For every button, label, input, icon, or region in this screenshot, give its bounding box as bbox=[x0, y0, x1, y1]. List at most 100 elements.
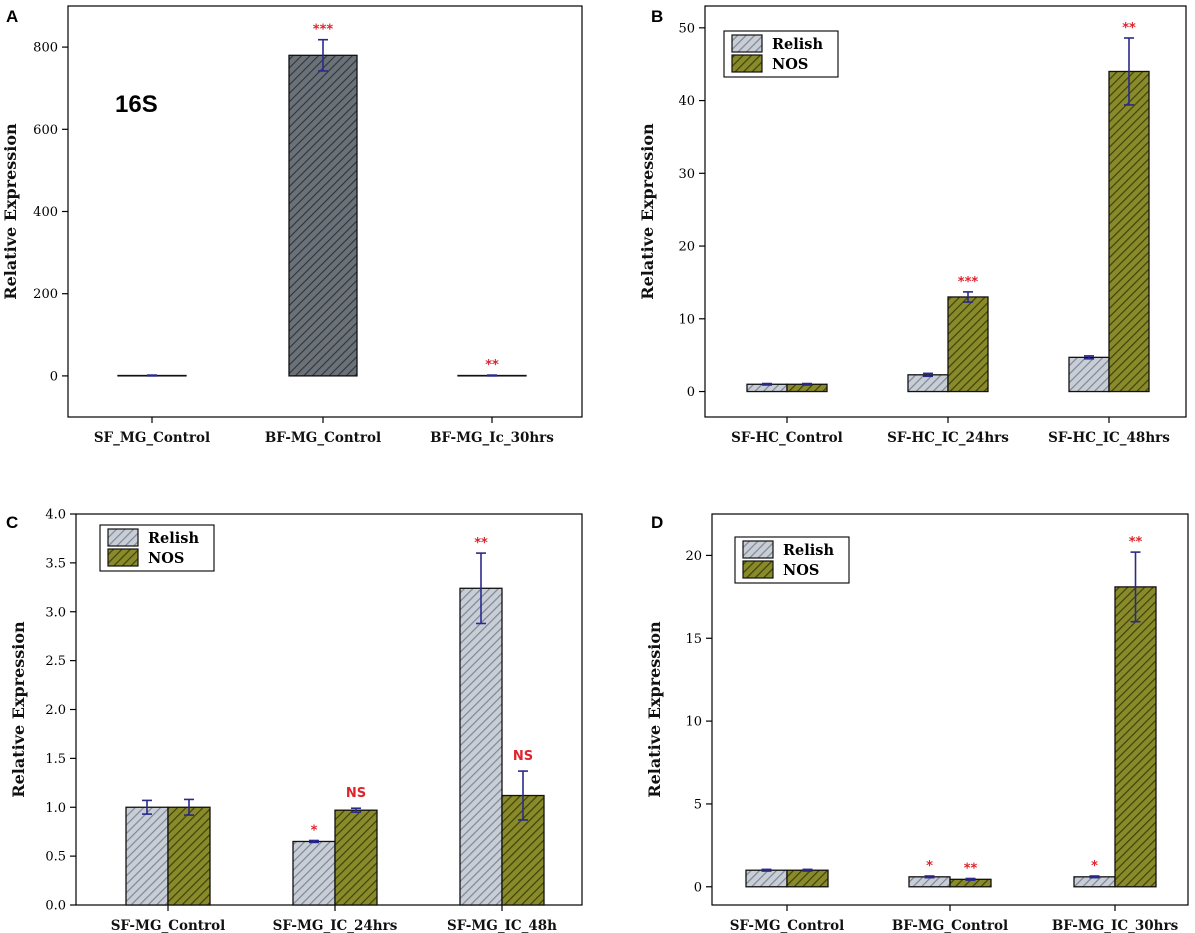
legend-label: NOS bbox=[148, 550, 184, 567]
legend-swatch-relish bbox=[731, 34, 763, 53]
y-tick-label: 5 bbox=[694, 797, 702, 812]
error-bar bbox=[518, 770, 528, 821]
significance-label: *** bbox=[958, 275, 979, 290]
error-bar bbox=[762, 382, 772, 386]
error-bar bbox=[351, 807, 361, 813]
x-tick-label: BF-MG_Control bbox=[265, 430, 381, 446]
panel-label: A bbox=[6, 7, 18, 26]
error-bar bbox=[318, 38, 328, 72]
y-axis-label: Relative Expression bbox=[1, 123, 20, 300]
y-tick-label: 400 bbox=[33, 205, 58, 220]
legend-label: NOS bbox=[772, 56, 808, 73]
panel-c: C 0.0 0.5 1.0 1.5 2.0 2.5 3.0 3.5 4.0 Relative Exp… bbox=[6, 508, 583, 933]
significance-label: ** bbox=[474, 536, 488, 551]
y-axis-label: Relative Expression bbox=[645, 621, 664, 798]
legend-label: Relish bbox=[783, 542, 834, 559]
x-tick-label: BF-MG_Control bbox=[892, 918, 1008, 933]
x-tick-label: SF-MG_Control bbox=[730, 918, 845, 933]
legend-swatch-relish bbox=[107, 528, 139, 547]
error-bar bbox=[142, 799, 152, 815]
error-bar bbox=[963, 291, 973, 303]
legend-label: Relish bbox=[772, 36, 823, 53]
x-tick-label: SF-MG_IC_48h bbox=[447, 918, 557, 933]
y-tick-label: 0 bbox=[50, 369, 58, 384]
bar-relish bbox=[292, 840, 336, 906]
significance-label: NS bbox=[346, 786, 366, 801]
bar-relish bbox=[125, 806, 169, 906]
significance-label: ** bbox=[964, 861, 978, 876]
legend-swatch-relish bbox=[742, 540, 774, 559]
significance-label: ** bbox=[1122, 21, 1136, 36]
significance-label: * bbox=[311, 823, 318, 838]
error-bar bbox=[761, 868, 772, 872]
y-tick-label: 0.5 bbox=[45, 850, 66, 865]
bar-relish bbox=[1068, 356, 1110, 393]
bar-nos bbox=[786, 869, 829, 888]
panel-a: A 0 200 400 600 800 Relative Expression SF_MG_C… bbox=[1, 5, 583, 446]
y-tick-label: 50 bbox=[678, 21, 695, 36]
bar-relish bbox=[745, 869, 788, 888]
bar-nos bbox=[947, 296, 989, 393]
plot-frame bbox=[704, 5, 1187, 418]
y-tick-label: 40 bbox=[678, 94, 695, 109]
legend-label: Relish bbox=[148, 530, 199, 547]
x-tick-label: SF-HC_IC_24hrs bbox=[887, 430, 1009, 446]
bar-nos bbox=[167, 806, 211, 906]
gene-annotation: 16S bbox=[115, 91, 158, 118]
x-tick-label: BF-MG_IC_30hrs bbox=[1052, 918, 1179, 933]
y-tick-label: 1.0 bbox=[45, 801, 66, 816]
significance-label: NS bbox=[513, 749, 533, 764]
error-bar bbox=[924, 875, 935, 879]
error-bar bbox=[965, 877, 976, 881]
y-tick-label: 20 bbox=[685, 549, 702, 564]
error-bar bbox=[923, 372, 933, 378]
y-tick-label: 2.5 bbox=[45, 654, 66, 669]
bar-relish bbox=[459, 587, 503, 906]
significance-label: * bbox=[1091, 859, 1098, 874]
x-tick-label: SF-HC_Control bbox=[731, 430, 843, 446]
panel-b: B 0 10 20 30 40 50 Relative Expression SF-HC_Con… bbox=[638, 5, 1187, 446]
y-tick-label: 0 bbox=[687, 385, 695, 400]
legend-swatch-nos bbox=[107, 548, 139, 567]
legend-label: NOS bbox=[783, 562, 819, 579]
error-bar bbox=[1089, 875, 1100, 879]
y-tick-label: 15 bbox=[685, 632, 702, 647]
error-bar bbox=[802, 868, 813, 872]
y-tick-label: 800 bbox=[33, 41, 58, 56]
y-tick-label: 4.0 bbox=[45, 508, 66, 523]
panel-label: D bbox=[651, 513, 663, 532]
error-bar bbox=[184, 798, 194, 816]
error-bar bbox=[802, 382, 812, 386]
bar-relish bbox=[907, 374, 949, 393]
error-bar bbox=[309, 839, 319, 844]
error-bar bbox=[1130, 551, 1141, 623]
y-tick-label: 1.5 bbox=[45, 752, 66, 767]
error-bar bbox=[1124, 37, 1134, 106]
y-tick-label: 20 bbox=[678, 240, 695, 255]
significance-label: ** bbox=[485, 358, 499, 373]
error-bar bbox=[1084, 355, 1094, 360]
bar-nos bbox=[1114, 586, 1157, 888]
significance-label: ** bbox=[1129, 535, 1143, 550]
y-tick-label: 10 bbox=[678, 312, 695, 327]
bar-nos bbox=[1108, 70, 1150, 393]
x-tick-label: BF-MG_Ic_30hrs bbox=[430, 430, 554, 446]
y-axis-label: Relative Expression bbox=[638, 123, 657, 300]
y-tick-label: 200 bbox=[33, 287, 58, 302]
error-bar bbox=[487, 374, 497, 377]
x-tick-label: SF-MG_IC_24hrs bbox=[273, 918, 398, 933]
legend: Relish NOS bbox=[99, 524, 215, 572]
x-tick-label: SF_MG_Control bbox=[94, 430, 210, 446]
significance-label: *** bbox=[313, 23, 334, 38]
panel-label: C bbox=[6, 513, 18, 532]
x-tick-label: SF-HC_IC_48hrs bbox=[1048, 430, 1170, 446]
significance-label: * bbox=[926, 859, 933, 874]
panel-d: D 0 5 10 15 20 Relative Expression SF-MG_Contro… bbox=[645, 513, 1189, 933]
y-axis-label: Relative Expression bbox=[9, 621, 28, 798]
y-tick-label: 0 bbox=[694, 880, 702, 895]
bar-16s bbox=[288, 54, 358, 377]
error-bar bbox=[476, 552, 486, 625]
y-tick-label: 3.5 bbox=[45, 556, 66, 571]
panel-label: B bbox=[651, 7, 663, 26]
legend-swatch-nos bbox=[742, 560, 774, 579]
